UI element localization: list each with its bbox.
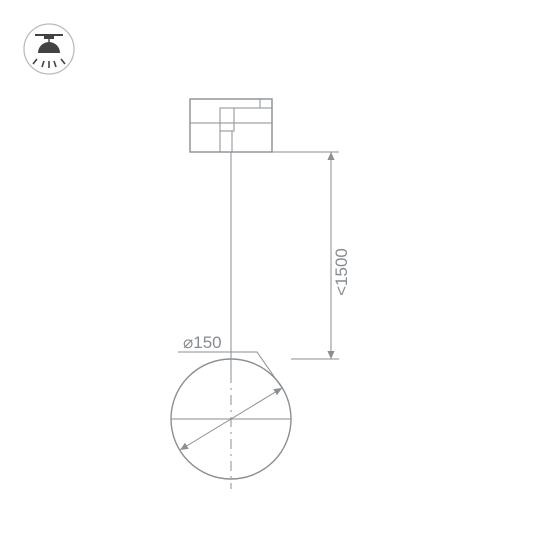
- diameter-label: ⌀150: [183, 333, 222, 352]
- height-label: <1500: [332, 248, 351, 296]
- pendant-icon: [33, 35, 65, 68]
- track-adapter: [190, 99, 272, 152]
